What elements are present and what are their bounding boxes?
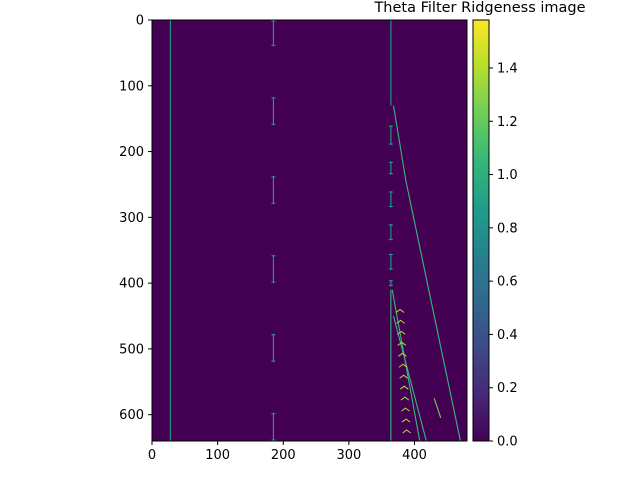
ridge-line [392,105,407,182]
colorbar-tick-label: 0.4 [497,328,518,343]
chevron-mark [399,374,408,379]
colorbar-tick-label: 0.8 [497,221,518,236]
y-tick-label: 400 [119,277,144,292]
y-tick-label: 0 [136,14,144,29]
chevron-mark [398,363,408,368]
colorbar: 0.0 0.2 0.4 0.6 0.8 1.0 1.2 1.4 [472,19,518,450]
plot-area [152,20,467,442]
chevron-mark [401,407,410,412]
chevron-mark [401,418,411,423]
y-tick-label: 300 [119,211,144,226]
x-tick-label: 300 [336,448,361,463]
colorbar-frame [472,19,490,442]
ridge-line [392,315,427,442]
ridge-line [405,181,461,442]
x-tick-label: 400 [402,448,427,463]
colorbar-gradient [473,20,489,441]
chevron-mark [400,396,410,401]
x-tick-label: 100 [205,448,230,463]
chevron-mark [399,385,409,390]
chevron-mark [402,429,411,434]
x-tick-label: 200 [271,448,296,463]
y-tick-label: 600 [119,408,144,423]
plot-frame [151,19,468,442]
chevron-mark [395,308,405,313]
chevron-mark [398,352,407,357]
y-tick-label: 100 [119,79,144,94]
chevron-mark [397,341,407,346]
y-tick-label: 200 [119,145,144,160]
chart-title: Theta Filter Ridgeness image [373,0,585,16]
colorbar-tick-label: 0.2 [497,381,518,396]
axes: 0 100 200 300 400 0 100 200 300 400 500 600 [119,14,468,463]
colorbar-tick-label: 0.0 [497,435,518,450]
colorbar-tick-label: 1.0 [497,168,518,183]
chevron-mark [396,330,406,335]
image-background [152,20,467,441]
y-tick-label: 500 [119,342,144,357]
chevron-mark [396,319,405,324]
x-tick-label: 0 [148,448,156,463]
colorbar-tick-label: 1.2 [497,115,518,130]
colorbar-tick-label: 0.6 [497,275,518,290]
colorbar-tick-label: 1.4 [497,61,518,76]
ridge-line [433,398,442,419]
